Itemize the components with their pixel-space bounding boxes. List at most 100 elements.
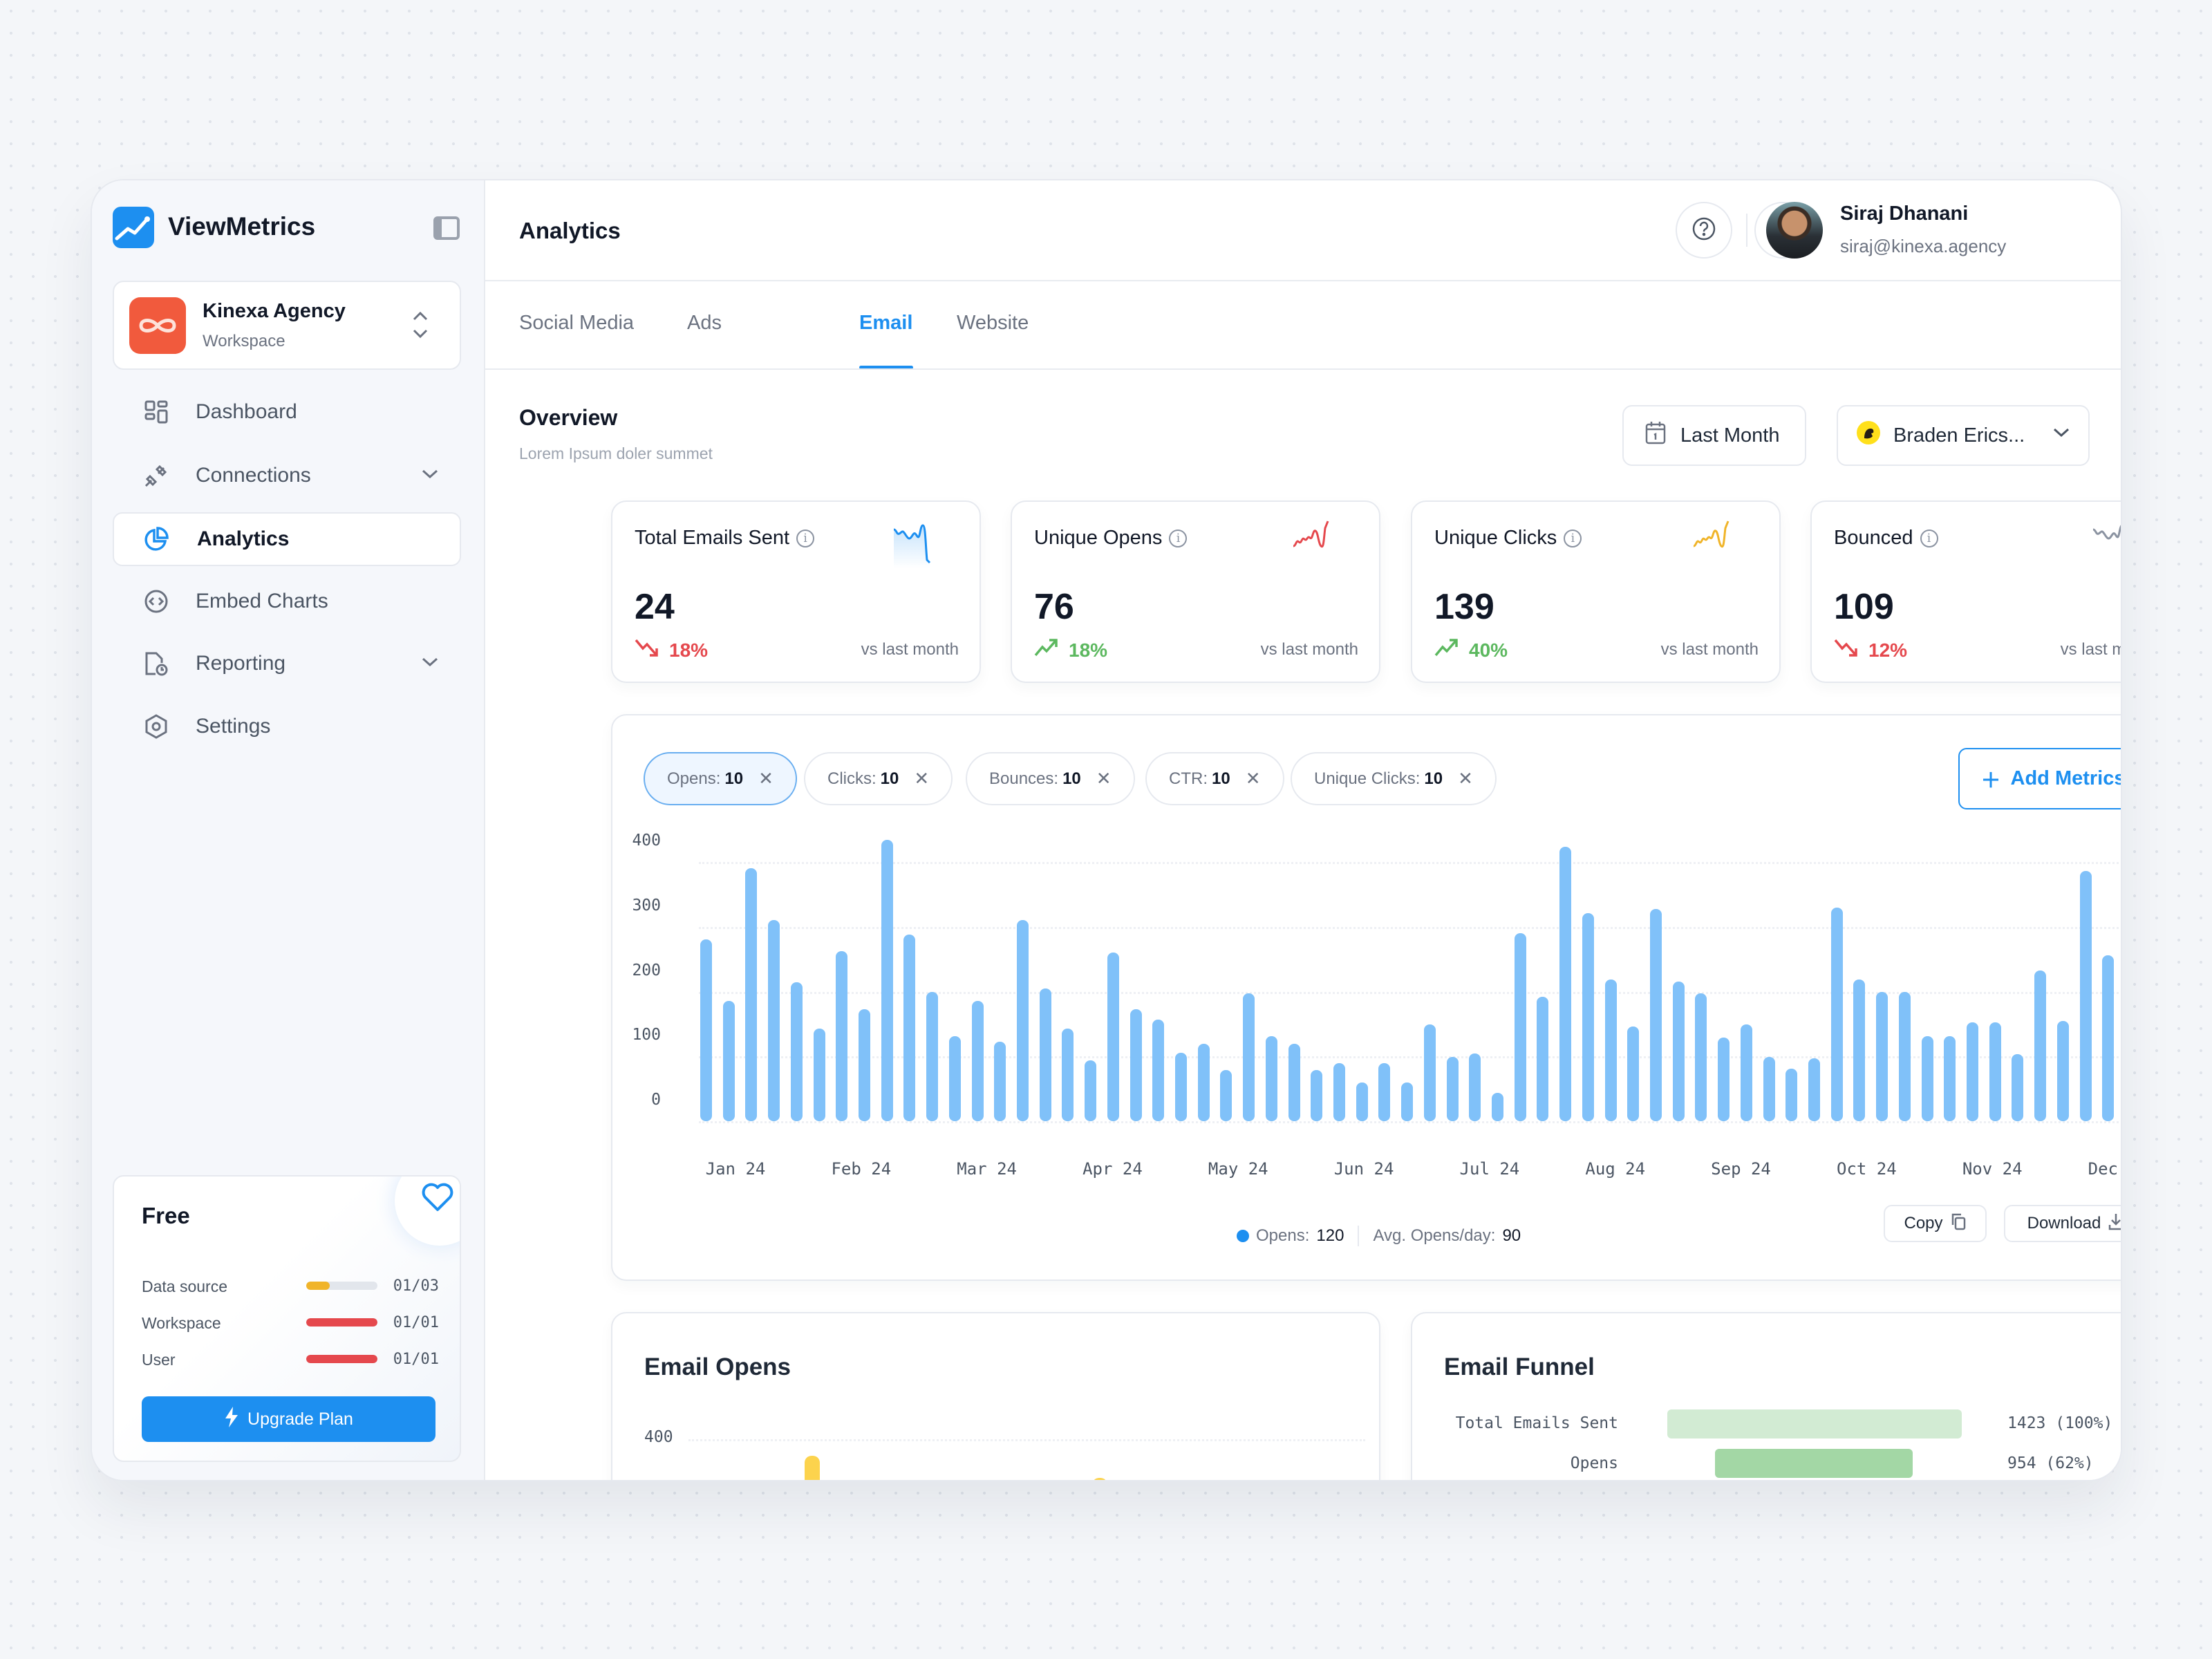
- metric-pill-bounces[interactable]: Bounces: 10 ✕: [966, 752, 1135, 805]
- bar: [1130, 1009, 1142, 1121]
- stat-change-value: 18%: [669, 639, 709, 661]
- bar-chart: 400 300 200 100 0 Jan 24 Feb 24 Mar 24 Apr 24 May…: [612, 715, 2121, 1282]
- x-tick-label: Apr 24: [1082, 1159, 1143, 1179]
- upgrade-label: Upgrade Plan: [247, 1409, 353, 1429]
- close-icon[interactable]: ✕: [1096, 768, 1112, 789]
- metric-pill-opens[interactable]: Opens: 10 ✕: [644, 752, 797, 805]
- metric-pill-ctr[interactable]: CTR: 10 ✕: [1145, 752, 1284, 805]
- close-icon[interactable]: ✕: [758, 768, 774, 789]
- bar: [1311, 1069, 1323, 1121]
- app-name: ViewMetrics: [168, 212, 316, 241]
- date-range-button[interactable]: Last Month: [1622, 405, 1806, 466]
- quota-bar: [306, 1282, 377, 1290]
- info-icon[interactable]: i: [1169, 529, 1188, 547]
- sidebar-item-analytics[interactable]: Analytics: [113, 512, 461, 566]
- help-button[interactable]: [1676, 202, 1732, 259]
- copy-button[interactable]: Copy: [1884, 1205, 1987, 1242]
- stat-card-bounced: Bounced i 109 12% vs last month: [1810, 500, 2121, 683]
- tab-website[interactable]: Website: [957, 312, 1029, 334]
- pill-label: Unique Clicks:: [1314, 769, 1421, 788]
- workspace-switcher[interactable]: Kinexa Agency Workspace: [113, 281, 461, 370]
- bar: [1492, 1092, 1503, 1121]
- close-icon[interactable]: ✕: [1245, 768, 1261, 789]
- bar: [2056, 1020, 2069, 1121]
- bar: [1672, 981, 1685, 1121]
- stat-card-unique-opens: Unique Opens i 76 18% vs last month: [1011, 500, 1380, 683]
- email-funnel-title: Email Funnel: [1444, 1353, 1595, 1380]
- add-metrics-button[interactable]: ＋ Add Metrics: [1958, 748, 2122, 809]
- bar: [1763, 1057, 1775, 1121]
- sidebar-item-settings[interactable]: Settings: [113, 700, 461, 753]
- sparkline-icon: [893, 524, 931, 568]
- tab-social-media[interactable]: Social Media: [519, 312, 635, 334]
- quota-row: Data source 01/03: [142, 1277, 439, 1298]
- quota-fill: [306, 1282, 330, 1290]
- tab-email[interactable]: Email: [859, 312, 913, 334]
- funnel-label: Total Emails Sent: [1455, 1414, 1618, 1432]
- info-icon[interactable]: i: [796, 529, 815, 547]
- bar: [971, 1000, 984, 1121]
- sidebar-item-label: Embed Charts: [196, 590, 328, 612]
- bar: [926, 992, 939, 1121]
- bar: [1808, 1058, 1820, 1121]
- bar: [768, 920, 780, 1121]
- header-divider-line: [485, 280, 2121, 281]
- pie-chart-icon: [143, 526, 169, 552]
- info-icon[interactable]: i: [1920, 529, 1938, 547]
- gridline: [699, 991, 2121, 994]
- add-metrics-label: Add Metrics: [2010, 767, 2122, 789]
- user-avatar[interactable]: [1766, 202, 1823, 259]
- trend-up-icon: [1034, 637, 1062, 663]
- bar: [1062, 1028, 1074, 1121]
- bar: [1197, 1044, 1210, 1121]
- bar: [1092, 1478, 1107, 1480]
- stat-comparison: vs last month: [2060, 640, 2121, 659]
- sidebar-item-embed-charts[interactable]: Embed Charts: [113, 574, 461, 628]
- page-title: Analytics: [519, 218, 621, 243]
- download-icon: [2108, 1212, 2121, 1235]
- bar: [1695, 993, 1707, 1121]
- collapse-sidebar-icon[interactable]: [433, 216, 460, 240]
- chevron-down-icon: [420, 652, 440, 676]
- x-tick-label: Sep 24: [1711, 1159, 1771, 1179]
- sidebar-item-dashboard[interactable]: Dashboard: [113, 385, 461, 439]
- download-button[interactable]: Download: [2004, 1205, 2121, 1242]
- stat-value: 139: [1434, 587, 1494, 627]
- bar: [805, 1456, 820, 1480]
- close-icon[interactable]: ✕: [914, 768, 930, 789]
- stat-comparison: vs last month: [861, 640, 959, 659]
- x-tick-label: Nov 24: [1962, 1159, 2023, 1179]
- trend-down-icon: [635, 637, 662, 663]
- quota-row: User 01/01: [142, 1351, 439, 1371]
- stat-change-value: 40%: [1469, 639, 1508, 661]
- x-tick-label: Feb 24: [831, 1159, 892, 1179]
- stat-change: 18%: [1034, 637, 1107, 663]
- chevron-down-icon: [420, 464, 440, 488]
- pill-label: CTR:: [1169, 769, 1208, 788]
- upgrade-plan-button[interactable]: Upgrade Plan: [142, 1396, 435, 1442]
- account-select[interactable]: Braden Erics...: [1837, 405, 2090, 466]
- user-name: Siraj Dhanani: [1840, 203, 1969, 225]
- y-tick-label: 200: [632, 961, 661, 980]
- copy-label: Copy: [1904, 1214, 1943, 1232]
- stat-change: 18%: [635, 637, 708, 663]
- close-icon[interactable]: ✕: [1458, 768, 1473, 789]
- pill-value: 10: [724, 769, 744, 788]
- pill-label: Bounces:: [989, 769, 1059, 788]
- gridline: [699, 1121, 2121, 1123]
- tabs-divider-line: [485, 368, 2121, 370]
- tab-ads[interactable]: Ads: [687, 312, 722, 334]
- sidebar-item-reporting[interactable]: Reporting: [113, 637, 461, 691]
- sidebar-item-label: Analytics: [197, 527, 290, 550]
- gridline: [699, 862, 2121, 864]
- heart-icon[interactable]: [421, 1182, 454, 1216]
- x-tick-label: May 24: [1208, 1159, 1268, 1179]
- bar: [1989, 1022, 2001, 1121]
- metric-pill-unique-clicks[interactable]: Unique Clicks: 10 ✕: [1291, 752, 1497, 805]
- sidebar-item-connections[interactable]: Connections: [113, 449, 461, 503]
- bar: [790, 982, 803, 1121]
- info-icon[interactable]: i: [1564, 529, 1582, 547]
- bar: [1582, 913, 1594, 1121]
- bar: [1243, 993, 1255, 1121]
- metric-pill-clicks[interactable]: Clicks: 10 ✕: [804, 752, 953, 805]
